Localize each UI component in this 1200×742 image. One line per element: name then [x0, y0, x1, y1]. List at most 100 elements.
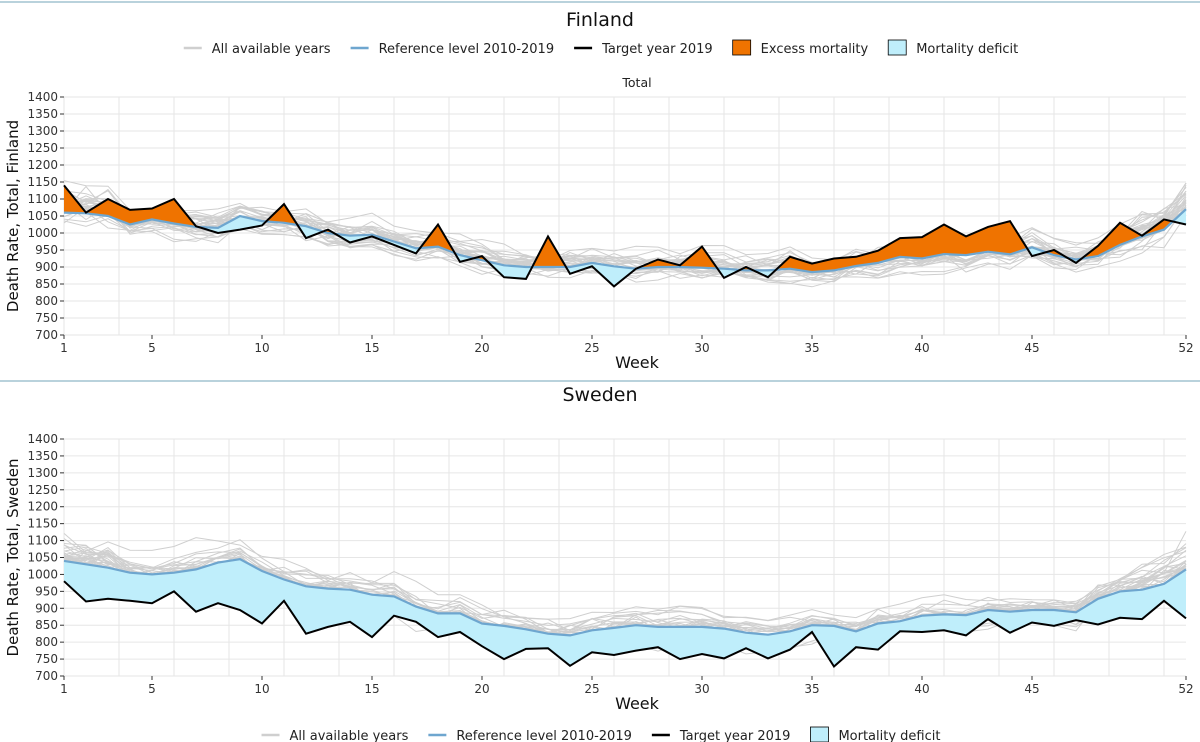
y-tick-label: 850	[35, 277, 58, 291]
deficit-area	[592, 627, 614, 655]
x-axis: 1 5 10 15 20 25 30 35 40 45 52	[60, 676, 1194, 696]
x-tick-label: 52	[1178, 341, 1193, 355]
target-line	[63, 184, 1187, 288]
legend-label: Reference level 2010-2019	[456, 729, 632, 742]
x-tick-label: 15	[364, 682, 379, 696]
reference-line	[63, 558, 1187, 637]
y-tick-label: 800	[35, 635, 58, 649]
y-tick-label: 1300	[27, 466, 58, 480]
x-tick-label: 30	[694, 341, 709, 355]
y-tick-label: 1300	[27, 124, 58, 138]
deficit-area	[746, 632, 768, 659]
legend-label: Excess mortality	[761, 42, 869, 57]
y-tick-label: 1150	[27, 175, 58, 189]
y-axis: 700 750 800 850 900 950 1000 1050 1100 1150 1200 12…	[27, 90, 64, 342]
y-axis-label: Death Rate, Total, Finland	[4, 120, 22, 312]
deficit-area	[218, 216, 240, 233]
chart-title: Sweden	[562, 384, 637, 406]
deficit-area	[922, 614, 944, 632]
y-tick-label: 1100	[27, 192, 58, 206]
deficit-area	[306, 226, 324, 239]
deficit-area	[1098, 591, 1120, 625]
deficit-area	[944, 614, 966, 636]
x-tick-label: 1	[60, 682, 68, 696]
legend-key-box	[887, 39, 907, 56]
legend-label: Target year 2019	[679, 729, 791, 742]
year-line	[63, 537, 1187, 621]
x-tick-label: 5	[148, 682, 156, 696]
target-line	[63, 580, 1187, 669]
x-tick-label: 45	[1024, 682, 1039, 696]
x-tick-label: 35	[804, 341, 819, 355]
deficit-area	[130, 572, 152, 604]
deficit-area	[702, 626, 724, 659]
y-tick-label: 700	[35, 328, 58, 342]
deficit-area	[240, 559, 262, 624]
x-tick-label: 1	[60, 341, 68, 355]
x-tick-label: 5	[148, 341, 156, 355]
legend-key-box	[810, 726, 829, 742]
mortality-fills	[64, 185, 1186, 287]
x-tick-label: 30	[694, 682, 709, 696]
deficit-area	[680, 626, 702, 660]
reference-line	[63, 208, 1187, 274]
x-tick-label: 10	[254, 682, 269, 696]
y-tick-label: 1250	[27, 483, 58, 497]
y-tick-label: 1200	[27, 500, 58, 514]
deficit-area	[284, 579, 306, 634]
deficit-area	[86, 564, 108, 602]
deficit-area	[152, 572, 174, 604]
excess-area	[900, 237, 922, 259]
deficit-area	[1032, 610, 1054, 626]
excess-area	[1098, 222, 1120, 257]
deficit-area	[1120, 589, 1142, 620]
deficit-area	[394, 596, 416, 622]
deficit-area	[504, 265, 526, 279]
deficit-area	[658, 626, 680, 660]
y-tick-label: 700	[35, 669, 58, 683]
y-tick-label: 1000	[27, 226, 58, 240]
excess-area	[790, 256, 812, 273]
y-tick-label: 1400	[27, 432, 58, 446]
y-tick-label: 1100	[27, 534, 58, 548]
y-tick-label: 850	[35, 618, 58, 632]
deficit-area	[1164, 569, 1186, 619]
deficit-area	[900, 615, 922, 632]
x-axis: 1 5 10 15 20 25 30 35 40 45 52	[60, 335, 1194, 355]
excess-area	[878, 238, 900, 263]
legend: All available years Reference level 2010-…	[261, 726, 940, 742]
deficit-area	[834, 625, 856, 667]
y-tick-label: 1050	[27, 551, 58, 565]
y-axis-label: Death Rate, Total, Sweden	[4, 459, 22, 657]
x-tick-label: 20	[474, 682, 489, 696]
chart-title: Finland	[566, 9, 634, 31]
y-axis: 700 750 800 850 900 950 1000 1050 1100 1150 1200 12…	[27, 432, 64, 683]
legend-label: Mortality deficit	[916, 42, 1018, 57]
mortality-fills	[64, 559, 1186, 667]
x-tick-label: 40	[914, 341, 929, 355]
deficit-area	[306, 586, 328, 634]
y-tick-label: 1200	[27, 158, 58, 172]
deficit-area	[636, 625, 658, 651]
legend-label: Target year 2019	[601, 42, 713, 57]
deficit-area	[1054, 610, 1076, 626]
excess-area	[812, 258, 834, 273]
deficit-area	[482, 623, 504, 660]
y-tick-label: 950	[35, 584, 58, 598]
y-tick-label: 1350	[27, 107, 58, 121]
y-tick-label: 1050	[27, 209, 58, 223]
deficit-area	[438, 613, 460, 638]
y-tick-label: 900	[35, 601, 58, 615]
deficit-area	[1142, 583, 1164, 620]
excess-area	[1120, 222, 1142, 245]
deficit-area	[790, 625, 812, 650]
x-tick-label: 45	[1024, 341, 1039, 355]
deficit-area	[196, 562, 218, 612]
x-tick-label: 40	[914, 682, 929, 696]
y-tick-label: 1350	[27, 449, 58, 463]
deficit-area	[1010, 610, 1032, 633]
year-line	[63, 544, 1187, 638]
deficit-area	[548, 633, 570, 666]
legend-label: All available years	[290, 729, 409, 742]
